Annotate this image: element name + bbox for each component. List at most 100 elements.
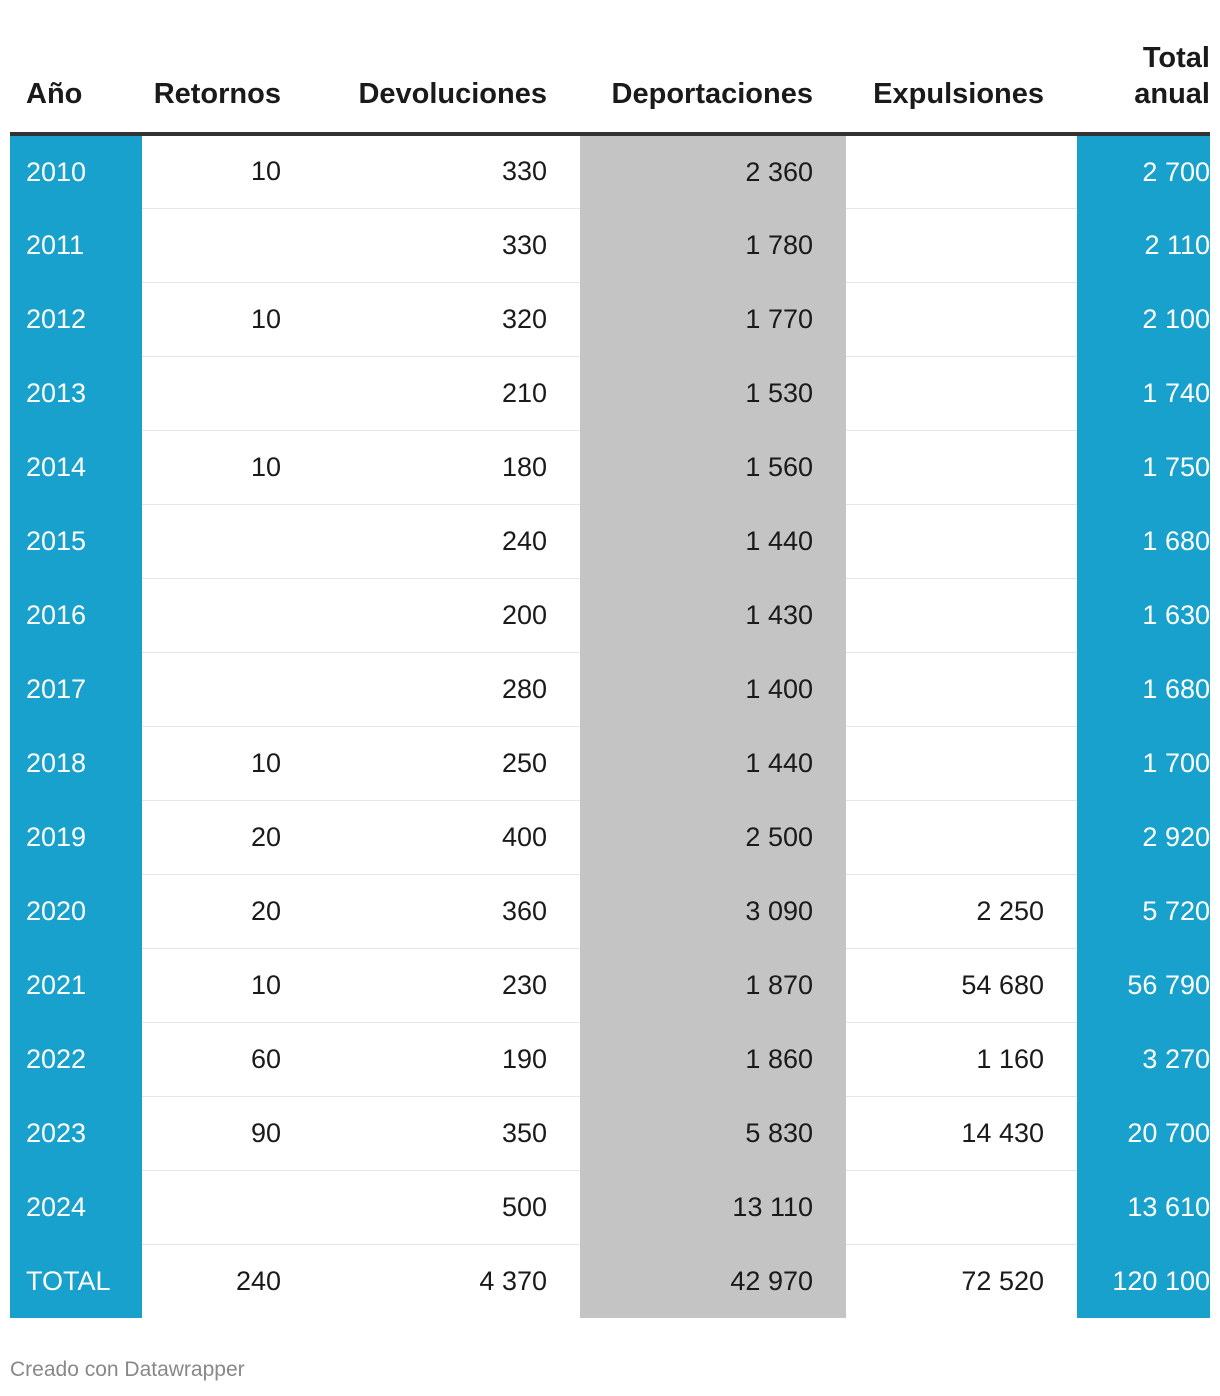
- cell-devoluciones: 500: [314, 1170, 580, 1245]
- cell-deportaciones: 42 970: [580, 1244, 846, 1318]
- cell-year: 2017: [10, 652, 142, 726]
- cell-retornos: [142, 578, 314, 653]
- cell-expulsiones: [846, 430, 1077, 505]
- cell-retornos: 240: [235, 1265, 281, 1296]
- cell-deportaciones: 1 870: [580, 948, 846, 1022]
- cell-retornos: 20: [142, 874, 314, 949]
- header-total-line-1: Total: [1142, 42, 1210, 74]
- cell-expulsiones: [846, 800, 1077, 875]
- cell-expulsiones: 1 160: [846, 1022, 1077, 1097]
- header-year-label: Año: [26, 78, 83, 110]
- table-header: Año Retornos Devoluciones Deportaciones …: [10, 40, 1210, 136]
- header-year: Año: [10, 40, 142, 136]
- cell-year: 2014: [10, 430, 142, 504]
- header-total-anual: Total anual: [1077, 40, 1210, 136]
- cell-deportaciones: 1 440: [580, 726, 846, 800]
- cell-deportaciones: 13 110: [580, 1170, 846, 1244]
- table-row: 2023 90 350 5 830 14 430 20 700: [10, 1096, 1210, 1171]
- cell-deportaciones: 1 770: [580, 282, 846, 356]
- header-total-line-2: anual: [1134, 78, 1210, 110]
- cell-devoluciones: 210: [314, 356, 580, 431]
- cell-expulsiones: [846, 208, 1077, 283]
- cell-retornos: [142, 504, 314, 579]
- cell-total: 1 750: [1077, 430, 1210, 504]
- table-body: 2010 10 330 2 360 2 700 2011 330 1 780 2 110 2012…: [10, 134, 1210, 1318]
- data-table-container: Año Retornos Devoluciones Deportaciones …: [10, 40, 1210, 1318]
- cell-year: 2013: [10, 356, 142, 430]
- cell-devoluciones: 240: [314, 504, 580, 579]
- table-row: 2024 500 13 110 13 610: [10, 1170, 1210, 1245]
- table-row: 2010 10 330 2 360 2 700: [10, 134, 1210, 209]
- cell-devoluciones: 360: [314, 874, 580, 949]
- cell-total: 2 920: [1077, 800, 1210, 874]
- table-row-total: TOTAL 240 4 370 42 970 72 520 120 100: [10, 1244, 1210, 1318]
- cell-year: 2015: [10, 504, 142, 578]
- cell-total: 2 110: [1077, 208, 1210, 282]
- table-row: 2015 240 1 440 1 680: [10, 504, 1210, 579]
- table-row: 2014 10 180 1 560 1 750: [10, 430, 1210, 505]
- cell-retornos: 10: [142, 134, 314, 209]
- cell-retornos: 10: [142, 282, 314, 357]
- cell-deportaciones: 3 090: [580, 874, 846, 948]
- credit-footer: Creado con Datawrapper: [10, 1358, 245, 1381]
- header-expulsiones: Expulsiones: [846, 40, 1077, 136]
- cell-expulsiones: [846, 726, 1077, 801]
- cell-total: 1 680: [1077, 652, 1210, 726]
- cell-retornos: 90: [142, 1096, 314, 1171]
- cell-devoluciones: 330: [314, 134, 580, 209]
- table-row: 2018 10 250 1 440 1 700: [10, 726, 1210, 801]
- header-devoluciones: Devoluciones: [314, 40, 580, 136]
- cell-deportaciones: 2 360: [580, 134, 846, 208]
- cell-total: 2 700: [1077, 134, 1210, 208]
- cell-deportaciones: 1 780: [580, 208, 846, 282]
- table-row: 2012 10 320 1 770 2 100: [10, 282, 1210, 357]
- cell-retornos: 10: [142, 430, 314, 505]
- cell-total: 1 740: [1077, 356, 1210, 430]
- cell-devoluciones: 400: [314, 800, 580, 875]
- cell-total: 1 630: [1077, 578, 1210, 652]
- cell-year: 2010: [10, 134, 142, 208]
- cell-year: TOTAL: [10, 1244, 142, 1318]
- cell-total: 13 610: [1077, 1170, 1210, 1244]
- cell-retornos: 60: [142, 1022, 314, 1097]
- cell-deportaciones: 5 830: [580, 1096, 846, 1170]
- table-row: 2020 20 360 3 090 2 250 5 720: [10, 874, 1210, 949]
- cell-expulsiones: 14 430: [846, 1096, 1077, 1171]
- cell-deportaciones: 1 530: [580, 356, 846, 430]
- cell-retornos: 10: [142, 726, 314, 801]
- header-row: Año Retornos Devoluciones Deportaciones …: [10, 40, 1210, 136]
- cell-expulsiones: [846, 578, 1077, 653]
- table-row: 2019 20 400 2 500 2 920: [10, 800, 1210, 875]
- cell-year: 2011: [10, 208, 142, 282]
- cell-devoluciones: 280: [314, 652, 580, 727]
- cell-devoluciones: 350: [314, 1096, 580, 1171]
- cell-year: 2018: [10, 726, 142, 800]
- cell-devoluciones: 230: [314, 948, 580, 1023]
- cell-retornos: [142, 652, 314, 727]
- cell-retornos: 20: [142, 800, 314, 875]
- cell-devoluciones: 200: [314, 578, 580, 653]
- cell-devoluciones: 190: [314, 1022, 580, 1097]
- cell-total: 20 700: [1077, 1096, 1210, 1170]
- cell-expulsiones: 54 680: [846, 948, 1077, 1023]
- cell-total: 120 100: [1077, 1244, 1210, 1318]
- table-row: 2011 330 1 780 2 110: [10, 208, 1210, 283]
- cell-retornos: [142, 208, 314, 283]
- table-row: 2021 10 230 1 870 54 680 56 790: [10, 948, 1210, 1023]
- header-deportaciones-label: Deportaciones: [611, 78, 813, 110]
- cell-expulsiones: [846, 134, 1077, 209]
- header-expulsiones-label: Expulsiones: [873, 78, 1044, 110]
- cell-year: 2019: [10, 800, 142, 874]
- cell-devoluciones: 250: [314, 726, 580, 801]
- cell-deportaciones: 1 440: [580, 504, 846, 578]
- cell-devoluciones: 330: [314, 208, 580, 283]
- cell-deportaciones: 1 860: [580, 1022, 846, 1096]
- cell-total: 5 720: [1077, 874, 1210, 948]
- cell-total: 2 100: [1077, 282, 1210, 356]
- cell-year: 2020: [10, 874, 142, 948]
- cell-expulsiones: [846, 504, 1077, 579]
- cell-devoluciones: 4 370: [479, 1265, 547, 1296]
- table-row: 2013 210 1 530 1 740: [10, 356, 1210, 431]
- cell-year: 2021: [10, 948, 142, 1022]
- cell-year: 2024: [10, 1170, 142, 1244]
